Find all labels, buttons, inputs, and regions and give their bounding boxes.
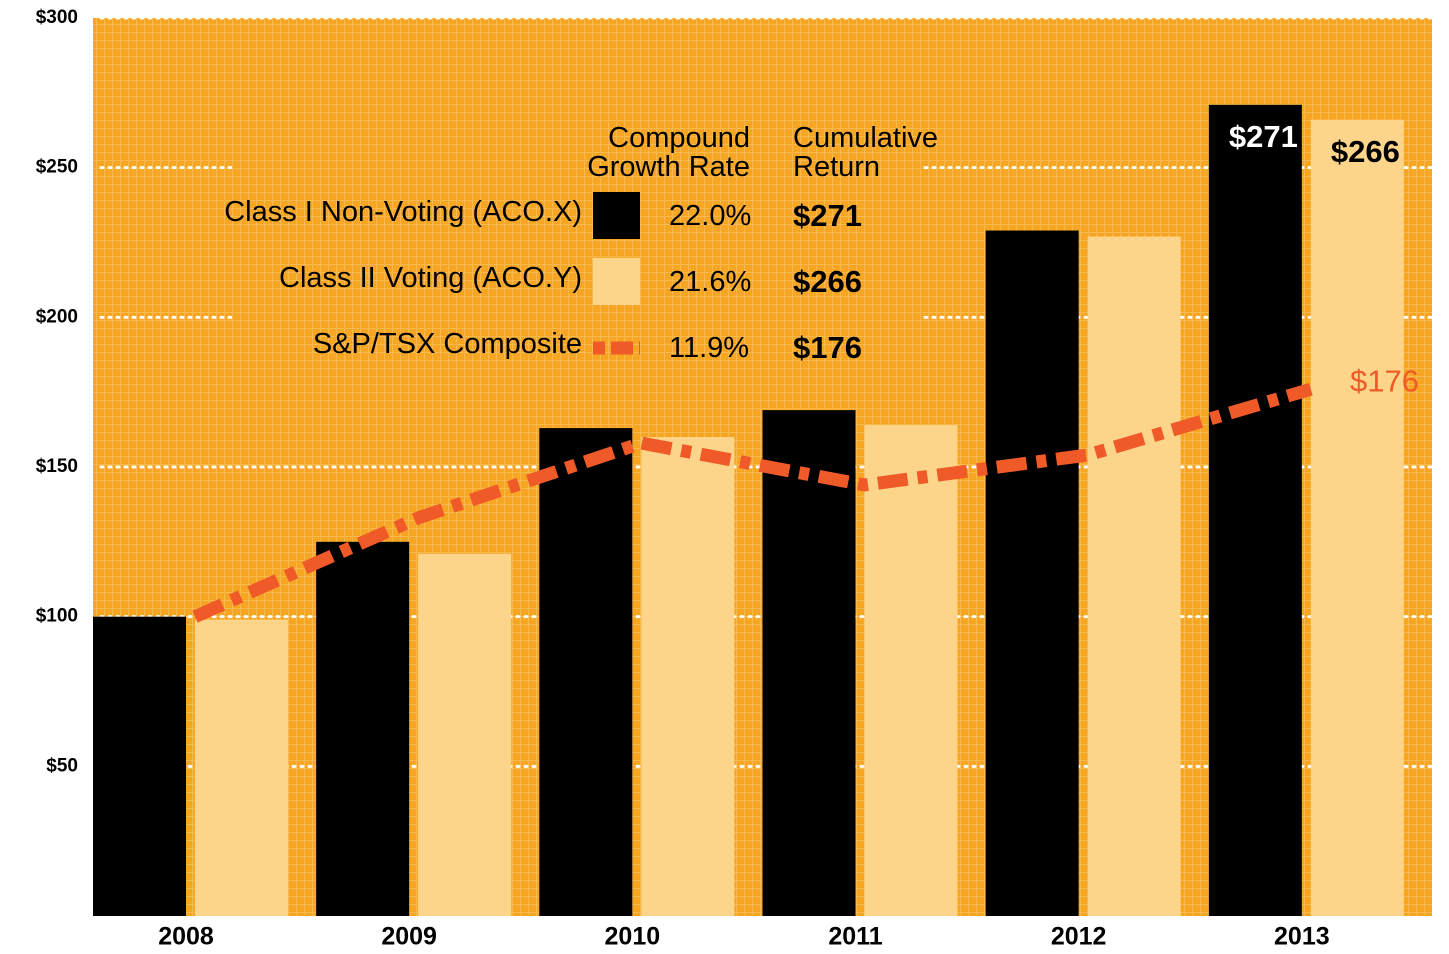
bar [93,616,186,916]
x-tick-label: 2010 [605,923,661,951]
bar [1310,119,1404,917]
bar [641,437,735,916]
x-tick-label: 2008 [158,923,214,951]
bar [864,425,958,916]
y-tick-label: $250 [36,157,78,178]
x-tick-label: 2013 [1274,923,1330,951]
line [192,382,1313,623]
bar [539,428,633,916]
x-tick-label: 2011 [828,923,882,951]
x-tick-label: 2012 [1051,923,1107,951]
growth-rate: 11.9% [669,332,750,364]
value-label: $176 [1350,363,1419,398]
bar [418,553,512,916]
legend-label: S&P/TSX Composite [312,328,582,360]
y-tick-label: $150 [36,456,78,477]
legend-label: Class I Non-Voting (ACO.X) [224,196,582,228]
y-tick-label: $100 [36,606,78,627]
bar [1208,104,1302,917]
legend-area [232,110,922,372]
legend-header: Cumulative Return [793,122,939,183]
bar [195,619,288,916]
x-tick-label: 2009 [381,923,437,951]
cumulative-return: $271 [793,198,862,233]
bar [985,230,1079,916]
legend-label: Class II Voting (ACO.Y) [279,262,582,294]
y-tick-label: $50 [46,755,78,776]
legend-area-tint [232,110,922,372]
y-tick-label: $200 [36,306,78,327]
bar [762,410,856,916]
value-label: $271 [1229,119,1298,154]
y-tick-label: $300 [36,7,78,28]
cumulative-return: $266 [793,264,862,299]
legend-swatch [593,192,640,239]
growth-rate: 21.6% [669,266,752,298]
bar [316,541,410,916]
legend-header: Compound Growth Rate [587,122,750,183]
cumulative-return: $176 [793,330,862,365]
legend-swatch [593,258,640,305]
bar [1087,236,1181,917]
growth-rate: 22.0% [669,200,752,232]
value-label: $266 [1331,134,1400,169]
